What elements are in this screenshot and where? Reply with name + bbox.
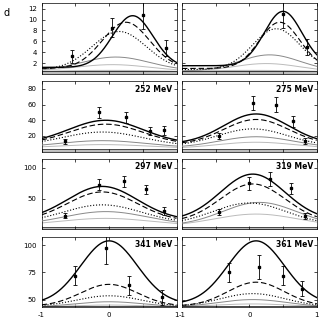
Text: d: d [3,8,9,18]
Text: 341 MeV: 341 MeV [135,240,172,249]
Text: 361 MeV: 361 MeV [276,240,313,249]
Text: 252 MeV: 252 MeV [135,84,172,93]
Text: 319 MeV: 319 MeV [276,162,313,171]
Text: 275 MeV: 275 MeV [276,84,313,93]
Text: 297 MeV: 297 MeV [135,162,172,171]
